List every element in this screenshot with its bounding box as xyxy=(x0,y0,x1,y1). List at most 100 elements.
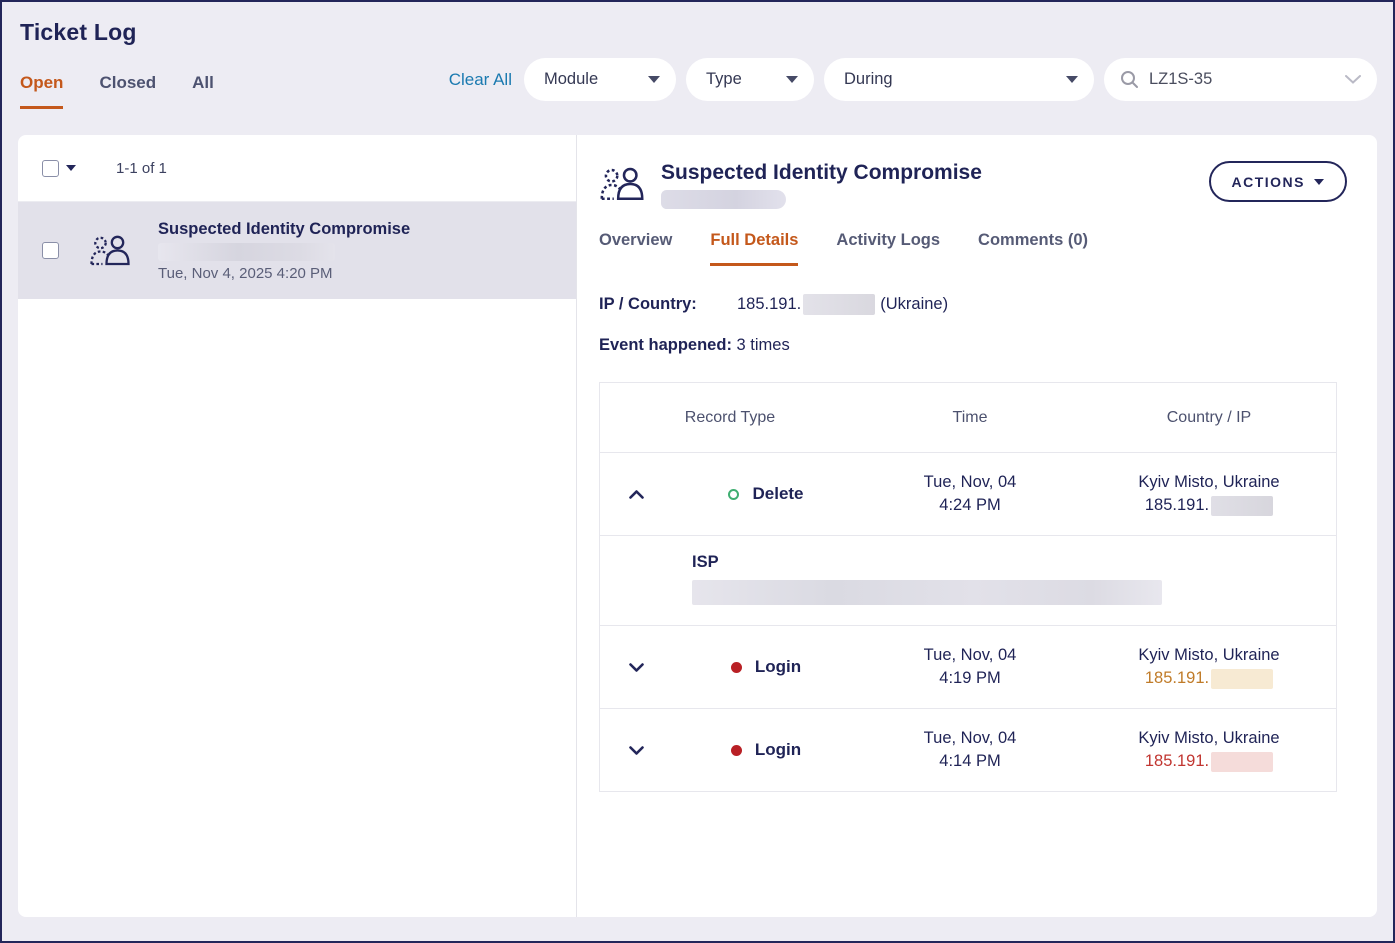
detail-title: Suspected Identity Compromise xyxy=(661,161,982,184)
ticket-item-date: Tue, Nov 4, 2025 4:20 PM xyxy=(158,264,333,282)
time-cell: Tue, Nov, 04 4:19 PM xyxy=(860,626,1080,708)
redacted-ip-octets xyxy=(1211,751,1274,772)
redacted-ip-octets xyxy=(803,294,876,315)
during-dropdown-label: During xyxy=(844,70,893,88)
collapse-row-button[interactable] xyxy=(600,453,672,535)
isp-details-block: ISP xyxy=(600,535,1336,625)
ip-prefix: 185.191. xyxy=(737,295,802,313)
redacted-isp-name xyxy=(692,580,1162,605)
ticket-item-text: Suspected Identity Compromise Tue, Nov 4… xyxy=(158,220,410,282)
ip-line: 185.191. xyxy=(1145,750,1274,773)
filter-group: Clear All Module Type During LZ1S-35 xyxy=(449,58,1377,109)
event-happened-row: Event happened: 3 times xyxy=(599,336,1347,355)
country-ip-cell: Kyiv Misto, Ukraine 185.191. xyxy=(1080,626,1338,708)
module-dropdown[interactable]: Module xyxy=(524,58,676,101)
table-row[interactable]: Delete Tue, Nov, 04 4:24 PM Kyiv Misto, … xyxy=(600,452,1336,535)
chevron-down-icon xyxy=(628,662,644,672)
expand-row-button[interactable] xyxy=(600,626,672,708)
record-type-cell: Delete xyxy=(672,453,860,535)
module-dropdown-label: Module xyxy=(544,70,599,88)
isp-label: ISP xyxy=(692,553,719,571)
expand-row-button[interactable] xyxy=(600,709,672,791)
country-ip-cell: Kyiv Misto, Ukraine 185.191. xyxy=(1080,453,1338,535)
table-row[interactable]: Login Tue, Nov, 04 4:19 PM Kyiv Misto, U… xyxy=(600,625,1336,708)
time-clock: 4:19 PM xyxy=(939,669,1001,687)
detail-title-block: Suspected Identity Compromise xyxy=(661,161,982,209)
record-type-value: Login xyxy=(754,740,802,759)
chevron-down-icon xyxy=(786,76,798,83)
ip-country-row: IP / Country: 185.191. (Ukraine) xyxy=(599,294,1347,315)
chevron-down-icon xyxy=(1066,76,1078,83)
redacted-ip-octets xyxy=(1211,668,1274,689)
chevron-down-icon xyxy=(628,745,644,755)
location-value: Kyiv Misto, Ukraine xyxy=(1138,646,1280,664)
ticket-search-box[interactable]: LZ1S-35 xyxy=(1104,58,1377,101)
search-icon xyxy=(1121,71,1138,88)
time-clock: 4:24 PM xyxy=(939,496,1001,514)
identity-compromise-icon xyxy=(599,167,645,202)
detail-tabs: Overview Full Details Activity Logs Comm… xyxy=(599,231,1347,266)
tab-full-details[interactable]: Full Details xyxy=(710,231,799,266)
time-clock: 4:14 PM xyxy=(939,752,1001,770)
country-ip-cell: Kyiv Misto, Ukraine 185.191. xyxy=(1080,709,1338,791)
country-name: (Ukraine) xyxy=(880,295,949,313)
list-header: 1-1 of 1 xyxy=(18,135,576,202)
tab-all[interactable]: All xyxy=(192,73,214,92)
select-all-checkbox[interactable] xyxy=(42,159,59,177)
tab-closed[interactable]: Closed xyxy=(99,73,157,92)
tab-comments[interactable]: Comments (0) xyxy=(978,231,1089,249)
redacted-account-name xyxy=(158,242,335,261)
main-card: 1-1 of 1 Suspect xyxy=(18,135,1377,917)
time-date: Tue, Nov, 04 xyxy=(923,646,1017,664)
ticket-detail-panel: Suspected Identity Compromise ACTIONS Ov… xyxy=(577,135,1377,917)
ticket-status-tabs: Open Closed All xyxy=(20,73,214,109)
time-cell: Tue, Nov, 04 4:24 PM xyxy=(860,453,1080,535)
event-happened-value: 3 times xyxy=(736,336,790,354)
ticket-checkbox[interactable] xyxy=(42,242,59,259)
record-type-cell: Login xyxy=(672,709,860,791)
result-count: 1-1 of 1 xyxy=(116,159,167,177)
red-dot-status-icon xyxy=(730,744,742,756)
time-cell: Tue, Nov, 04 4:14 PM xyxy=(860,709,1080,791)
event-happened-label: Event happened: xyxy=(599,336,732,354)
detail-header: Suspected Identity Compromise ACTIONS xyxy=(599,161,1347,209)
tab-open[interactable]: Open xyxy=(20,73,64,109)
col-time: Time xyxy=(952,408,988,426)
tab-overview[interactable]: Overview xyxy=(599,231,673,249)
location-value: Kyiv Misto, Ukraine xyxy=(1138,473,1280,491)
redacted-account-name xyxy=(661,190,786,209)
ip-country-value: 185.191. (Ukraine) xyxy=(737,294,948,315)
location-value: Kyiv Misto, Ukraine xyxy=(1138,729,1280,747)
ticket-list-panel: 1-1 of 1 Suspect xyxy=(18,135,577,917)
ticket-list-item[interactable]: Suspected Identity Compromise Tue, Nov 4… xyxy=(18,202,576,299)
green-ring-status-icon xyxy=(728,488,740,500)
record-type-value: Delete xyxy=(752,484,804,503)
record-type-cell: Login xyxy=(672,626,860,708)
ip-country-label: IP / Country: xyxy=(599,295,697,313)
time-date: Tue, Nov, 04 xyxy=(923,729,1017,747)
col-record-type: Record Type xyxy=(684,408,776,426)
clear-all-link[interactable]: Clear All xyxy=(448,69,512,89)
ticket-item-title: Suspected Identity Compromise xyxy=(158,219,411,238)
record-type-value: Login xyxy=(754,657,802,676)
chevron-down-icon xyxy=(1314,178,1324,185)
select-menu-caret-icon[interactable] xyxy=(66,165,76,171)
during-dropdown[interactable]: During xyxy=(824,58,1094,101)
time-date: Tue, Nov, 04 xyxy=(923,473,1017,491)
actions-button-label: ACTIONS xyxy=(1231,173,1305,190)
chevron-down-icon xyxy=(648,76,660,83)
col-country-ip: Country / IP xyxy=(1166,408,1252,426)
table-header-row: Record Type Time Country / IP xyxy=(600,383,1336,452)
ip-line: 185.191. xyxy=(1145,667,1274,690)
redacted-ip-octets xyxy=(1211,495,1274,516)
chevron-up-icon xyxy=(628,489,644,499)
ip-line: 185.191. xyxy=(1145,494,1274,517)
actions-button[interactable]: ACTIONS xyxy=(1208,161,1347,202)
table-row[interactable]: Login Tue, Nov, 04 4:14 PM Kyiv Misto, U… xyxy=(600,708,1336,791)
identity-compromise-icon xyxy=(89,235,131,267)
tab-activity-logs[interactable]: Activity Logs xyxy=(836,231,941,249)
type-dropdown-label: Type xyxy=(706,70,742,88)
search-value[interactable]: LZ1S-35 xyxy=(1149,70,1213,88)
chevron-down-icon xyxy=(1345,75,1361,84)
type-dropdown[interactable]: Type xyxy=(686,58,814,101)
